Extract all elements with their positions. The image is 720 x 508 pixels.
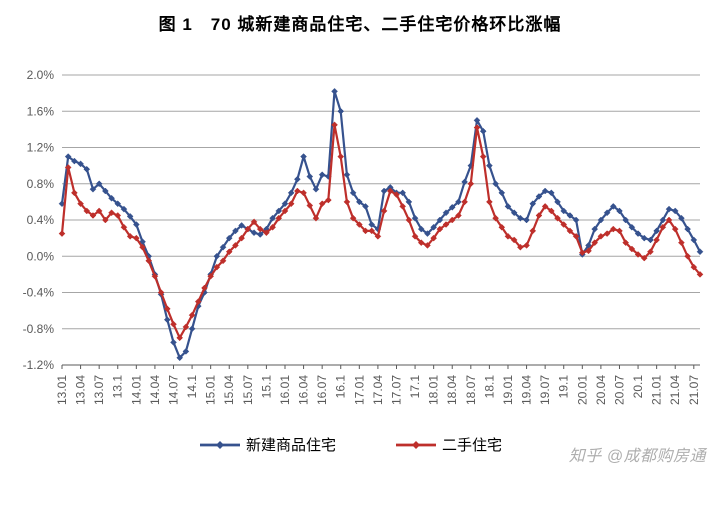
svg-text:18.04: 18.04 (445, 375, 459, 405)
line-chart-svg: 2.0%1.6%1.2%0.8%0.4%0.0%-0.4%-0.8%-1.2%1… (0, 65, 720, 465)
svg-text:21.01: 21.01 (650, 375, 664, 405)
svg-text:18.01: 18.01 (427, 375, 441, 405)
svg-text:15.04: 15.04 (222, 375, 236, 405)
svg-text:二手住宅: 二手住宅 (442, 437, 502, 454)
svg-text:新建商品住宅: 新建商品住宅 (246, 437, 336, 454)
svg-text:15.07: 15.07 (241, 375, 255, 405)
svg-text:15.01: 15.01 (204, 375, 218, 405)
svg-text:16.07: 16.07 (315, 375, 329, 405)
watermark: 知乎 @成都购房通 (569, 442, 706, 466)
svg-text:-1.2%: -1.2% (23, 358, 55, 372)
svg-text:0.0%: 0.0% (27, 249, 55, 263)
svg-text:13.01: 13.01 (55, 375, 69, 405)
svg-text:17.04: 17.04 (371, 375, 385, 405)
svg-text:18.07: 18.07 (464, 375, 478, 405)
svg-text:20.1: 20.1 (631, 375, 645, 399)
svg-text:13.07: 13.07 (92, 375, 106, 405)
svg-text:16.01: 16.01 (278, 375, 292, 405)
svg-text:0.4%: 0.4% (27, 213, 55, 227)
svg-text:0.8%: 0.8% (27, 177, 55, 191)
svg-text:21.07: 21.07 (687, 375, 701, 405)
svg-text:19.04: 19.04 (520, 375, 534, 405)
svg-text:14.01: 14.01 (129, 375, 143, 405)
chart-area: 2.0%1.6%1.2%0.8%0.4%0.0%-0.4%-0.8%-1.2%1… (0, 65, 720, 465)
svg-text:16.1: 16.1 (334, 375, 348, 399)
chart-container: 图 1 70 城新建商品住宅、二手住宅价格环比涨幅 2.0% 1.6% 1.2% 0.… (0, 0, 720, 508)
svg-text:17.1: 17.1 (408, 375, 422, 399)
svg-text:2.0%: 2.0% (27, 68, 55, 82)
svg-text:13.1: 13.1 (111, 375, 125, 399)
svg-text:14.1: 14.1 (185, 375, 199, 399)
svg-text:18.1: 18.1 (482, 375, 496, 399)
chart-title: 图 1 70 城新建商品住宅、二手住宅价格环比涨幅 (0, 0, 720, 35)
svg-text:-0.8%: -0.8% (23, 322, 55, 336)
svg-text:17.01: 17.01 (352, 375, 366, 405)
svg-text:20.01: 20.01 (575, 375, 589, 405)
svg-text:1.2%: 1.2% (27, 141, 55, 155)
svg-text:19.01: 19.01 (501, 375, 515, 405)
svg-text:20.07: 20.07 (612, 375, 626, 405)
svg-text:20.04: 20.04 (594, 375, 608, 405)
svg-text:13.04: 13.04 (74, 375, 88, 405)
svg-text:19.07: 19.07 (538, 375, 552, 405)
svg-text:14.07: 14.07 (166, 375, 180, 405)
svg-text:19.1: 19.1 (557, 375, 571, 399)
svg-text:16.04: 16.04 (297, 375, 311, 405)
svg-text:21.04: 21.04 (668, 375, 682, 405)
svg-text:1.6%: 1.6% (27, 104, 55, 118)
svg-text:14.04: 14.04 (148, 375, 162, 405)
svg-text:-0.4%: -0.4% (23, 286, 55, 300)
svg-text:17.07: 17.07 (389, 375, 403, 405)
svg-text:15.1: 15.1 (259, 375, 273, 399)
